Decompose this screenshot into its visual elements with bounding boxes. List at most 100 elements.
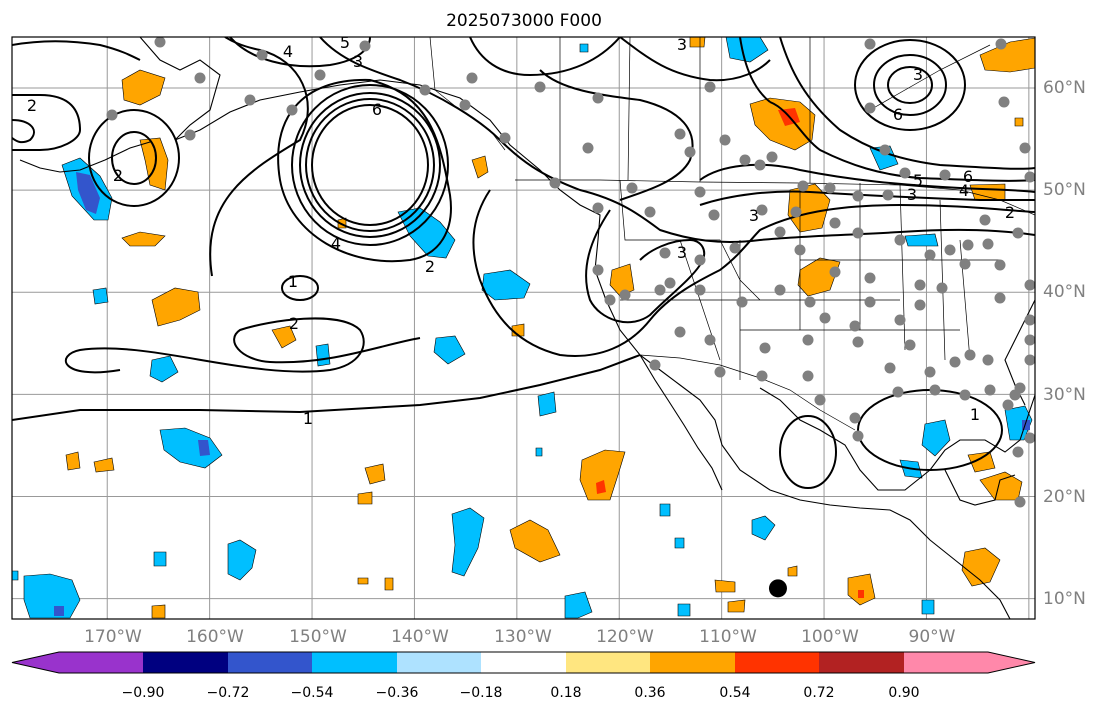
- shade-patch: [357, 491, 373, 505]
- shade-patch: [92, 287, 109, 305]
- colorbar-tick-label: −0.72: [207, 685, 250, 701]
- station-dot: [106, 109, 118, 121]
- station-dot: [904, 339, 916, 351]
- shade-patch: [749, 97, 816, 151]
- station-dot: [829, 266, 841, 278]
- shade-patch: [904, 233, 939, 247]
- contour-label: 5: [340, 33, 350, 52]
- station-dot: [824, 182, 836, 194]
- station-dot: [864, 38, 876, 50]
- station-dot: [694, 284, 706, 296]
- shade-patch: [153, 551, 167, 567]
- station-dot: [694, 186, 706, 198]
- contour-label: 3: [677, 243, 687, 262]
- shade-patch: [139, 137, 169, 191]
- lon-label: 110°W: [699, 627, 757, 647]
- shade-patch: [596, 480, 606, 494]
- lon-label: 150°W: [289, 627, 347, 647]
- contour-line: [469, 37, 621, 77]
- station-dot: [852, 190, 864, 202]
- station-dot: [949, 356, 961, 368]
- lon-label: 170°W: [84, 627, 142, 647]
- station-dot: [882, 189, 894, 201]
- station-dot: [719, 134, 731, 146]
- station-dot: [852, 430, 864, 442]
- station-markers: [106, 37, 1035, 508]
- shade-patch: [54, 606, 64, 616]
- station-dot: [736, 296, 748, 308]
- colorbar-tick-label: 0.54: [719, 685, 750, 701]
- station-dot: [802, 370, 814, 382]
- station-dot: [894, 234, 906, 246]
- shade-patch: [149, 355, 179, 383]
- contour-line: [619, 37, 771, 82]
- shade-patch: [509, 519, 561, 563]
- shade-patch: [579, 449, 626, 501]
- shade-patch: [93, 457, 115, 473]
- station-dot: [694, 254, 706, 266]
- shade-patch: [674, 537, 685, 549]
- contour-line: [699, 163, 1035, 193]
- station-dot: [664, 277, 676, 289]
- station-dot: [924, 366, 936, 378]
- station-dot: [829, 217, 841, 229]
- station-dot: [936, 282, 948, 294]
- shade-patch: [357, 577, 369, 585]
- map-frame: [11, 36, 1036, 620]
- shade-patch: [969, 183, 1006, 201]
- station-dot: [592, 264, 604, 276]
- station-dot: [704, 334, 716, 346]
- lat-label: 20°N: [1043, 487, 1086, 507]
- station-dot: [419, 84, 431, 96]
- station-dot: [802, 334, 814, 346]
- shade-patch: [921, 599, 935, 615]
- station-dot: [774, 226, 786, 238]
- colorbar: [11, 651, 1036, 674]
- colorbar-bin: [735, 652, 819, 673]
- station-dot: [899, 167, 911, 179]
- shade-patch: [689, 37, 706, 48]
- contour-label: 1: [288, 272, 298, 291]
- shade-patch: [725, 37, 769, 63]
- lon-label: 100°W: [801, 627, 859, 647]
- contour-line: [739, 37, 771, 103]
- station-dot: [604, 294, 616, 306]
- station-dot: [714, 366, 726, 378]
- station-dot: [1024, 334, 1035, 346]
- station-dot: [626, 182, 638, 194]
- canada-provinces: [559, 37, 991, 183]
- colorbar-tick-label: −0.54: [291, 685, 334, 701]
- station-dot: [959, 258, 971, 270]
- station-dot: [459, 99, 471, 111]
- shade-patch: [451, 507, 485, 577]
- station-dot: [766, 151, 778, 163]
- station-dot: [592, 202, 604, 214]
- station-dot: [684, 146, 696, 158]
- colorbar-tick-label: −0.90: [122, 685, 165, 701]
- shade-patch: [535, 447, 543, 457]
- contour-label: 2: [289, 314, 299, 333]
- coastline-gulf: [759, 387, 1035, 491]
- colorbar-tick-label: −0.36: [376, 685, 419, 701]
- colorbar-tick-label: −0.18: [460, 685, 503, 701]
- station-dot: [959, 389, 971, 401]
- contour-line: [64, 317, 421, 374]
- contour-label: 3: [353, 52, 363, 71]
- shade-patch: [659, 503, 671, 517]
- contour-label: 3: [749, 206, 759, 225]
- contour-label: 1: [303, 409, 313, 428]
- contour-label: 4: [959, 181, 969, 200]
- colorbar-tick-label: 0.18: [550, 685, 581, 701]
- shade-patch: [1014, 117, 1024, 127]
- colorbar-tick-label: 0.72: [803, 685, 834, 701]
- shade-patch: [227, 539, 257, 581]
- station-dot: [914, 299, 926, 311]
- station-dot: [794, 244, 806, 256]
- station-dot: [1009, 389, 1021, 401]
- station-dot: [864, 272, 876, 284]
- longitude-labels: 170°W 160°W 150°W 140°W 130°W 120°W 110°…: [84, 627, 956, 647]
- station-dot: [944, 244, 956, 256]
- station-dot: [654, 284, 666, 296]
- station-dot: [979, 214, 991, 226]
